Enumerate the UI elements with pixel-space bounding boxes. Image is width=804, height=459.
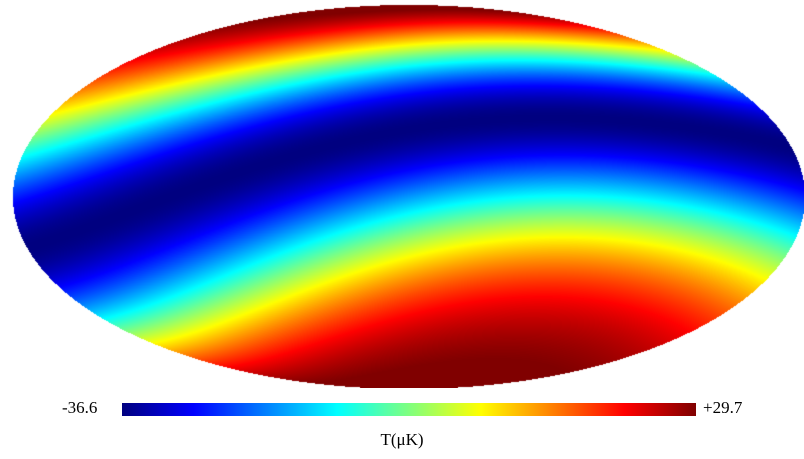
colorbar-unit-label: T(μK) [380, 430, 424, 449]
colorbar-max-label: +29.7 [703, 398, 743, 417]
sky-map-panel [0, 0, 804, 388]
mollweide-temperature-map [0, 0, 804, 388]
colorbar-min-label: -36.6 [62, 398, 98, 417]
colorbar [122, 403, 696, 416]
